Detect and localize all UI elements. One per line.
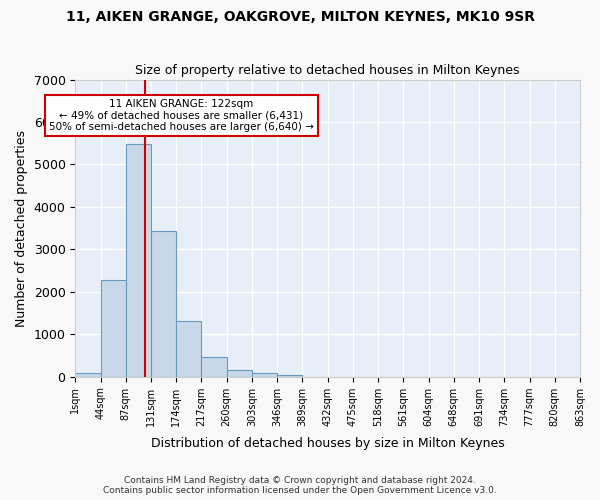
Bar [151,230,176,376]
X-axis label: Distribution of detached houses by size in Milton Keynes: Distribution of detached houses by size … [151,437,505,450]
Bar [277,375,302,376]
Title: Size of property relative to detached houses in Milton Keynes: Size of property relative to detached ho… [136,64,520,77]
Bar [252,374,277,376]
Bar [227,370,252,376]
Bar [126,144,151,376]
Bar [75,374,101,376]
Bar [176,321,202,376]
Bar [202,356,227,376]
Y-axis label: Number of detached properties: Number of detached properties [15,130,28,326]
Text: 11, AIKEN GRANGE, OAKGROVE, MILTON KEYNES, MK10 9SR: 11, AIKEN GRANGE, OAKGROVE, MILTON KEYNE… [65,10,535,24]
Text: Contains HM Land Registry data © Crown copyright and database right 2024.
Contai: Contains HM Land Registry data © Crown c… [103,476,497,495]
Text: 11 AIKEN GRANGE: 122sqm
← 49% of detached houses are smaller (6,431)
50% of semi: 11 AIKEN GRANGE: 122sqm ← 49% of detache… [49,99,314,132]
Bar [101,280,126,376]
